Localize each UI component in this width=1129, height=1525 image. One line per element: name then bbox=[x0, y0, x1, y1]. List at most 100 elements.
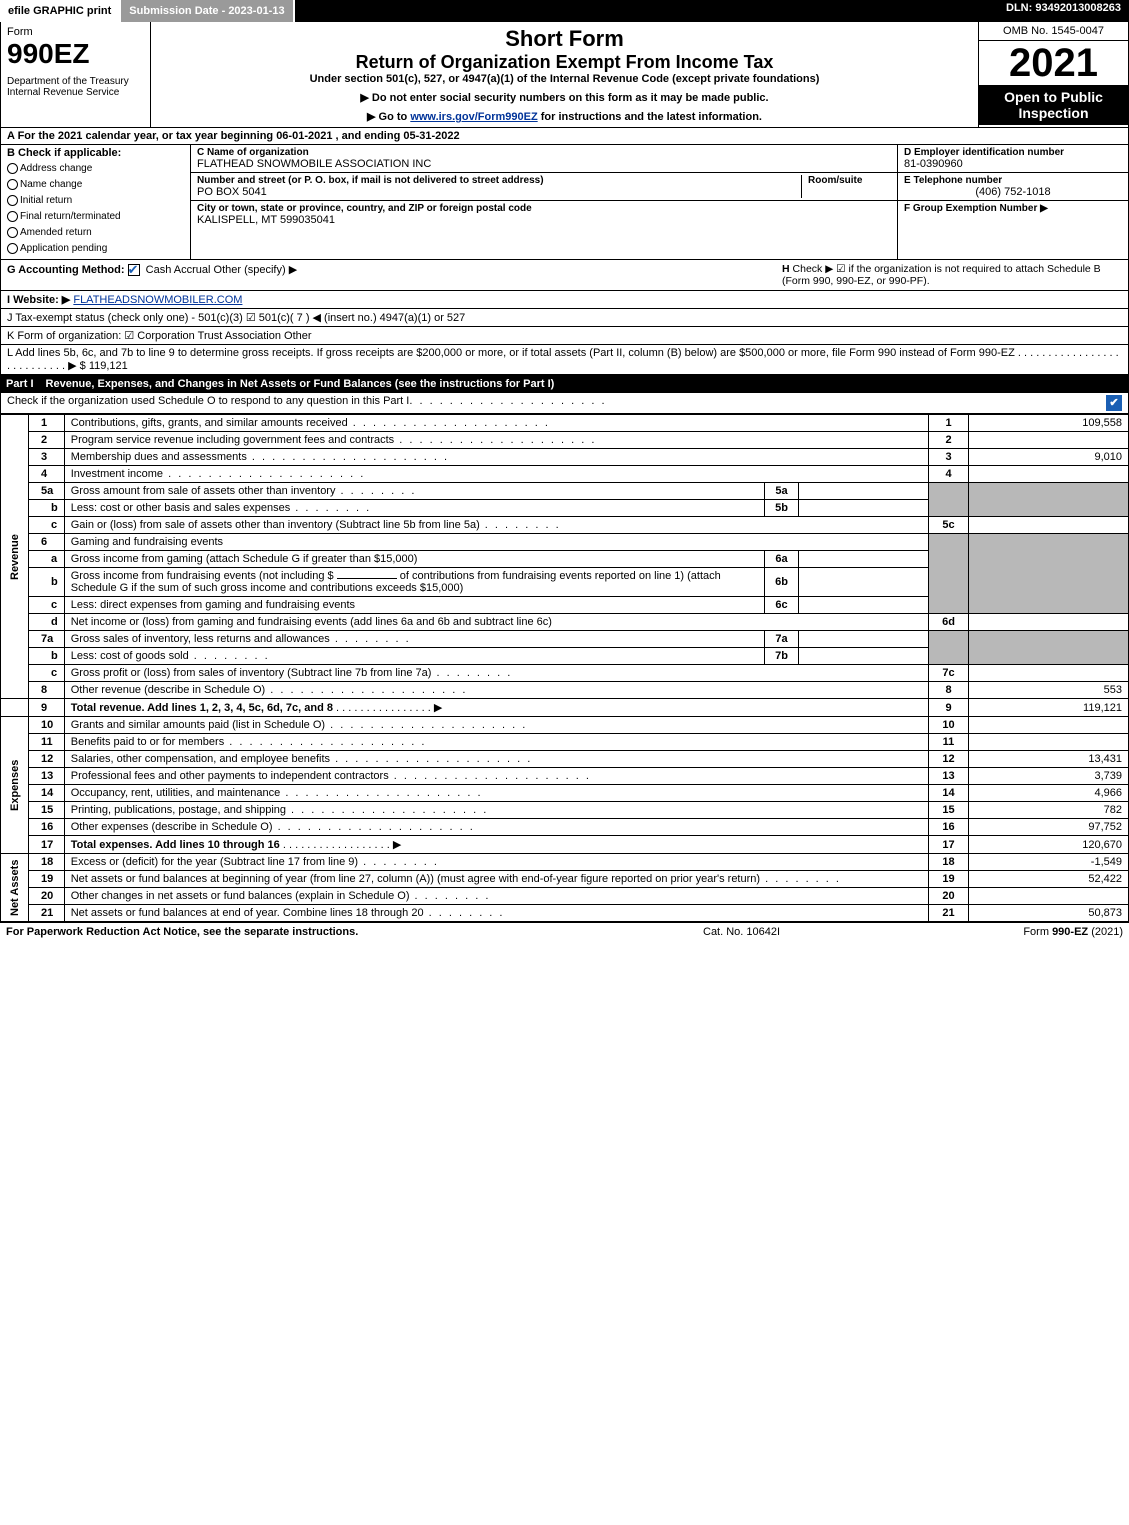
line-21-num: 21 bbox=[29, 905, 65, 922]
phone-label: E Telephone number bbox=[904, 175, 1122, 186]
line-3-desc: Membership dues and assessments bbox=[64, 449, 928, 466]
line-4-desc: Investment income bbox=[64, 466, 928, 483]
org-name: FLATHEAD SNOWMOBILE ASSOCIATION INC bbox=[197, 158, 891, 170]
line-12-num: 12 bbox=[29, 751, 65, 768]
section-b-label: B bbox=[7, 147, 15, 159]
line-5b-num: b bbox=[29, 500, 65, 517]
line-15-val: 782 bbox=[969, 802, 1129, 819]
line-21-rnum: 21 bbox=[929, 905, 969, 922]
line-13-desc: Professional fees and other payments to … bbox=[64, 768, 928, 785]
line-20-num: 20 bbox=[29, 888, 65, 905]
line-6c-mini-num: 6c bbox=[765, 597, 799, 614]
part-1-sub-text: Check if the organization used Schedule … bbox=[7, 395, 409, 411]
line-6b-blank bbox=[337, 578, 397, 579]
arrow-warning: ▶ Do not enter social security numbers o… bbox=[159, 91, 970, 104]
form-post: (2021) bbox=[1091, 926, 1123, 938]
line-1-desc: Contributions, gifts, grants, and simila… bbox=[64, 415, 928, 432]
line-7b-desc: Less: cost of goods sold bbox=[64, 648, 764, 665]
part-1-sub: Check if the organization used Schedule … bbox=[0, 393, 1129, 414]
line-1-val: 109,558 bbox=[969, 415, 1129, 432]
line-3-num: 3 bbox=[29, 449, 65, 466]
checkbox-application-pending[interactable] bbox=[7, 243, 18, 254]
footer: For Paperwork Reduction Act Notice, see … bbox=[0, 922, 1129, 941]
line-17-desc-text: Total expenses. Add lines 10 through 16 bbox=[71, 839, 280, 851]
line-7c-num: c bbox=[29, 665, 65, 682]
line-21-val: 50,873 bbox=[969, 905, 1129, 922]
efile-graphic-print[interactable]: efile GRAPHIC print bbox=[0, 0, 121, 22]
line-17-rnum: 17 bbox=[929, 836, 969, 854]
top-bar-spacer bbox=[295, 0, 998, 22]
lines-table: Revenue 1 Contributions, gifts, grants, … bbox=[0, 414, 1129, 922]
line-1-rnum: 1 bbox=[929, 415, 969, 432]
dln: DLN: 93492013008263 bbox=[998, 0, 1129, 22]
name-change-label: Name change bbox=[20, 179, 82, 190]
line-15-rnum: 15 bbox=[929, 802, 969, 819]
form-label: Form bbox=[7, 26, 144, 38]
line-7c-rnum: 7c bbox=[929, 665, 969, 682]
line-16-val: 97,752 bbox=[969, 819, 1129, 836]
application-pending-label: Application pending bbox=[20, 243, 107, 254]
line-19-desc: Net assets or fund balances at beginning… bbox=[64, 871, 928, 888]
line-15-num: 15 bbox=[29, 802, 65, 819]
top-bar: efile GRAPHIC print Submission Date - 20… bbox=[0, 0, 1129, 22]
room-label: Room/suite bbox=[808, 175, 891, 186]
line-4-rnum: 4 bbox=[929, 466, 969, 483]
line-6b-mini-val bbox=[799, 568, 929, 597]
line-2-desc: Program service revenue including govern… bbox=[64, 432, 928, 449]
line-14-val: 4,966 bbox=[969, 785, 1129, 802]
revenue-side-label: Revenue bbox=[1, 415, 29, 699]
checkbox-name-change[interactable] bbox=[7, 179, 18, 190]
line-5c-val bbox=[969, 517, 1129, 534]
checkbox-initial-return[interactable] bbox=[7, 195, 18, 206]
short-form-title: Short Form bbox=[159, 26, 970, 52]
tax-year: 2021 bbox=[979, 41, 1128, 85]
amended-return-label: Amended return bbox=[20, 227, 92, 238]
line-8-num: 8 bbox=[29, 682, 65, 699]
website-link[interactable]: FLATHEADSNOWMOBILER.COM bbox=[73, 294, 242, 306]
h-text: Check ▶ ☑ if the organization is not req… bbox=[782, 263, 1101, 287]
line-17-num: 17 bbox=[29, 836, 65, 854]
paperwork-notice: For Paperwork Reduction Act Notice, see … bbox=[6, 926, 703, 938]
line-14-desc: Occupancy, rent, utilities, and maintena… bbox=[64, 785, 928, 802]
line-5a-desc: Gross amount from sale of assets other t… bbox=[64, 483, 764, 500]
schedule-o-checkbox[interactable]: ✔ bbox=[1106, 395, 1122, 411]
expenses-side-label: Expenses bbox=[1, 717, 29, 854]
line-11-rnum: 11 bbox=[929, 734, 969, 751]
group-exemption-label: F Group Exemption Number ▶ bbox=[904, 203, 1122, 214]
part-1-label: Part I bbox=[6, 378, 46, 390]
line-6a-mini-num: 6a bbox=[765, 551, 799, 568]
line-21-desc: Net assets or fund balances at end of ye… bbox=[64, 905, 928, 922]
street: PO BOX 5041 bbox=[197, 186, 801, 198]
checkbox-final-return[interactable] bbox=[7, 211, 18, 222]
line-6b-num: b bbox=[29, 568, 65, 597]
irs-link[interactable]: www.irs.gov/Form990EZ bbox=[410, 111, 537, 123]
line-7a-mini-num: 7a bbox=[765, 631, 799, 648]
line-4-num: 4 bbox=[29, 466, 65, 483]
checkbox-address-change[interactable] bbox=[7, 163, 18, 174]
omb-number: OMB No. 1545-0047 bbox=[979, 22, 1128, 41]
line-16-desc: Other expenses (describe in Schedule O) bbox=[64, 819, 928, 836]
accounting-options: Cash Accrual Other (specify) ▶ bbox=[146, 264, 298, 276]
line-5b-mini-num: 5b bbox=[765, 500, 799, 517]
section-c: C Name of organization FLATHEAD SNOWMOBI… bbox=[191, 145, 898, 259]
line-14-rnum: 14 bbox=[929, 785, 969, 802]
line-6-num: 6 bbox=[29, 534, 65, 551]
city-label: City or town, state or province, country… bbox=[197, 203, 891, 214]
line-7b-num: b bbox=[29, 648, 65, 665]
checkbox-amended-return[interactable] bbox=[7, 227, 18, 238]
org-name-label: C Name of organization bbox=[197, 147, 891, 158]
header-center: Short Form Return of Organization Exempt… bbox=[151, 22, 978, 127]
line-7ab-gray bbox=[929, 631, 969, 665]
line-7a-desc: Gross sales of inventory, less returns a… bbox=[64, 631, 764, 648]
final-return-label: Final return/terminated bbox=[20, 211, 121, 222]
line-5b-desc: Less: cost or other basis and sales expe… bbox=[64, 500, 764, 517]
line-18-rnum: 18 bbox=[929, 854, 969, 871]
checkbox-cash[interactable] bbox=[128, 264, 140, 276]
line-6b-desc: Gross income from fundraising events (no… bbox=[64, 568, 764, 597]
line-5ab-gray bbox=[929, 483, 969, 517]
section-def: D Employer identification number 81-0390… bbox=[898, 145, 1128, 259]
open-to-public: Open to Public Inspection bbox=[979, 85, 1128, 125]
line-10-desc: Grants and similar amounts paid (list in… bbox=[64, 717, 928, 734]
line-7ab-gray-val bbox=[969, 631, 1129, 665]
cat-no: Cat. No. 10642I bbox=[703, 926, 923, 938]
